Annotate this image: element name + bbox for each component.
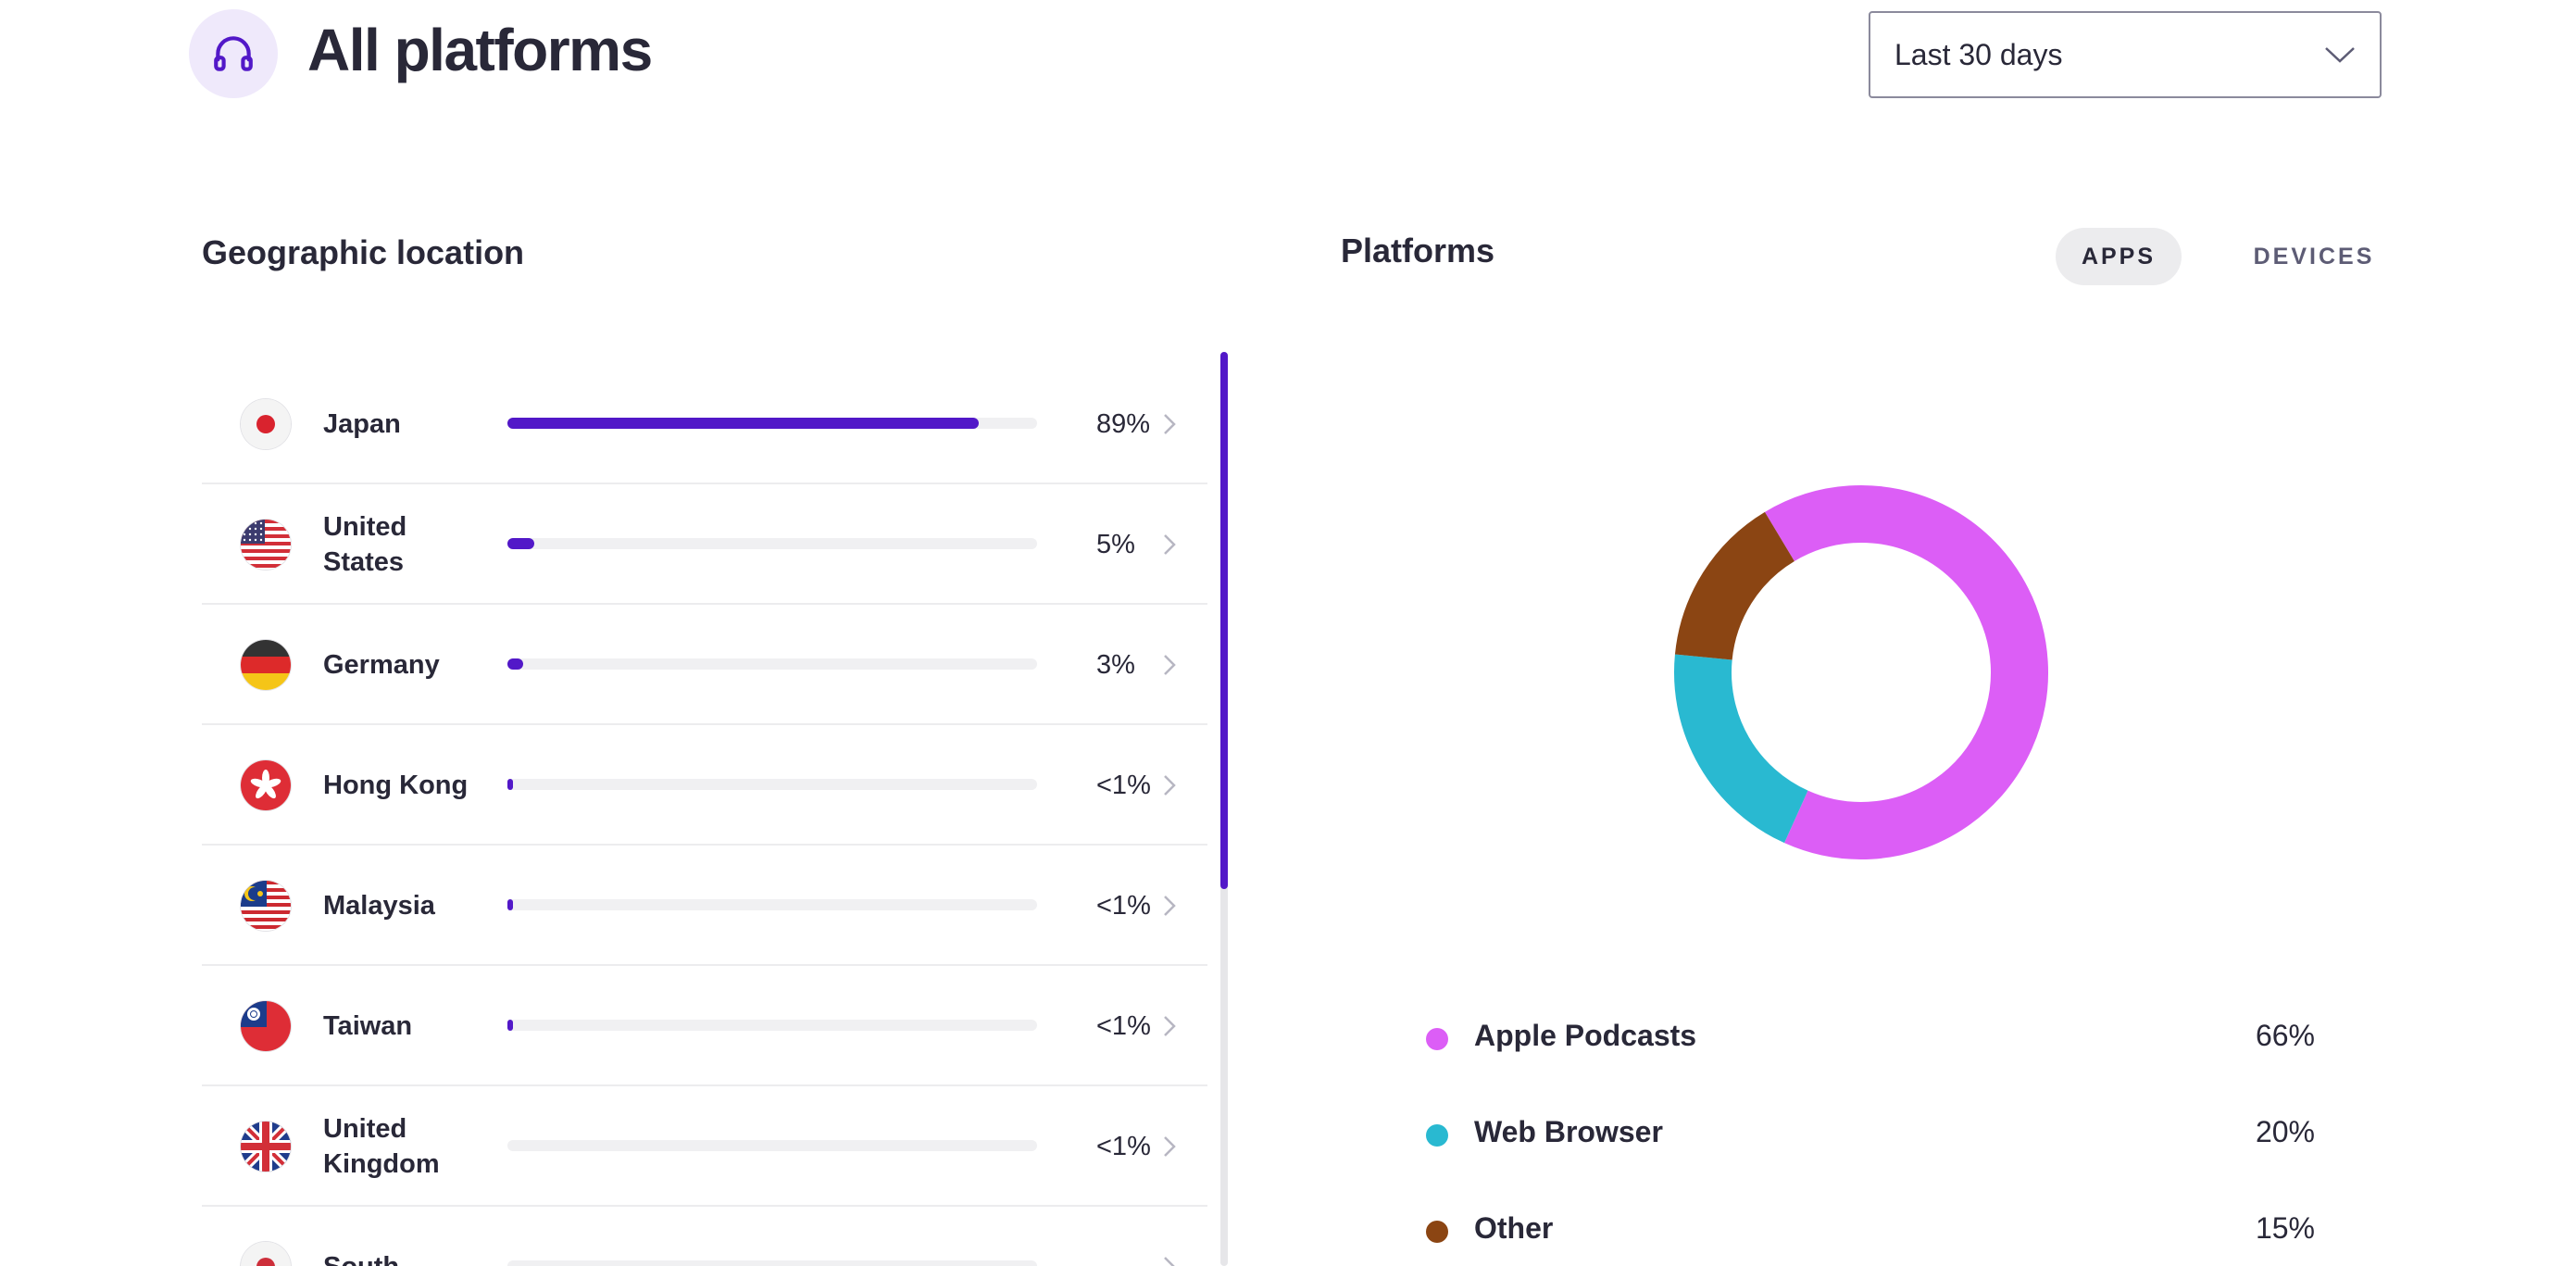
tab-devices[interactable]: DEVICES bbox=[2253, 243, 2375, 269]
donut-slice-apple-podcasts[interactable] bbox=[1765, 485, 2048, 859]
geo-country-name: United Kingdom bbox=[323, 1114, 440, 1179]
chevron-right-icon[interactable] bbox=[1156, 407, 1183, 441]
south-korea-flag-icon bbox=[241, 1242, 291, 1266]
geo-scrollbar-thumb[interactable] bbox=[1220, 352, 1228, 889]
geo-row[interactable]: South bbox=[202, 1207, 1207, 1266]
geo-section-title: Geographic location bbox=[202, 233, 525, 271]
chevron-right-icon[interactable] bbox=[1156, 1250, 1183, 1266]
geo-share-percent: <1% bbox=[1096, 1010, 1151, 1041]
geo-share-bar bbox=[507, 538, 1037, 549]
page-title: All platforms bbox=[307, 17, 653, 83]
uk-flag-icon bbox=[241, 1122, 291, 1172]
geo-country-name: United States bbox=[323, 512, 407, 577]
germany-flag-icon bbox=[241, 640, 291, 690]
legend-platform-percent: 20% bbox=[2255, 1115, 2315, 1148]
geo-country-name: Japan bbox=[323, 409, 401, 439]
geo-list: Japan 89% United States 5% Germany 3% Hong Kon… bbox=[202, 364, 1207, 1266]
chevron-right-icon[interactable] bbox=[1156, 528, 1183, 561]
geo-share-bar bbox=[507, 1260, 1037, 1266]
legend-platform-name: Web Browser bbox=[1474, 1115, 1663, 1148]
geo-country-name: Hong Kong bbox=[323, 771, 469, 800]
geo-share-bar-fill bbox=[507, 1020, 513, 1031]
geo-country-name: South bbox=[323, 1207, 481, 1266]
legend-item: Apple Podcasts 66% bbox=[1426, 1002, 2315, 1098]
geo-row[interactable]: United States 5% bbox=[202, 484, 1207, 605]
geo-share-bar bbox=[507, 779, 1037, 790]
chevron-down-icon bbox=[2325, 47, 2355, 63]
legend-platform-name: Other bbox=[1474, 1211, 1554, 1245]
geo-row[interactable]: Germany 3% bbox=[202, 605, 1207, 725]
headphones-icon bbox=[189, 9, 278, 98]
geo-share-percent: 5% bbox=[1096, 529, 1135, 559]
geo-share-percent: 89% bbox=[1096, 408, 1151, 439]
date-range-value: Last 30 days bbox=[1894, 37, 2063, 71]
geo-row[interactable]: Hong Kong <1% bbox=[202, 725, 1207, 846]
geo-country-name: Malaysia bbox=[323, 891, 435, 921]
donut-slice-web-browser[interactable] bbox=[1674, 654, 1809, 844]
chevron-right-icon[interactable] bbox=[1156, 889, 1183, 922]
geo-share-percent: <1% bbox=[1096, 770, 1151, 800]
geo-country-name: Germany bbox=[323, 650, 440, 680]
geo-row[interactable]: United Kingdom <1% bbox=[202, 1086, 1207, 1207]
platforms-legend: Apple Podcasts 66% Web Browser 20% Other 15% bbox=[1426, 1002, 2315, 1266]
legend-platform-percent: 15% bbox=[2255, 1211, 2315, 1245]
legend-item: Web Browser 20% bbox=[1426, 1098, 2315, 1195]
geo-country-name: Taiwan bbox=[323, 1011, 413, 1041]
geo-share-bar-fill bbox=[507, 538, 534, 549]
geo-share-bar bbox=[507, 658, 1037, 670]
legend-color-dot bbox=[1426, 1221, 1448, 1243]
chevron-right-icon[interactable] bbox=[1156, 1130, 1183, 1163]
geo-share-bar bbox=[507, 1140, 1037, 1151]
chevron-right-icon[interactable] bbox=[1156, 1009, 1183, 1043]
legend-item: Other 15% bbox=[1426, 1195, 2315, 1266]
geo-share-bar bbox=[507, 418, 1037, 429]
geo-share-bar-fill bbox=[507, 899, 513, 910]
us-flag-icon bbox=[241, 520, 291, 570]
hong-kong-flag-icon bbox=[241, 760, 291, 810]
legend-color-dot bbox=[1426, 1124, 1448, 1147]
platforms-section-title: Platforms bbox=[1341, 232, 1495, 269]
geo-share-bar bbox=[507, 899, 1037, 910]
geo-share-percent: 3% bbox=[1096, 649, 1135, 680]
geo-share-percent: <1% bbox=[1096, 1131, 1151, 1161]
geo-share-bar bbox=[507, 1020, 1037, 1031]
malaysia-flag-icon bbox=[241, 881, 291, 931]
japan-flag-icon bbox=[241, 399, 291, 449]
taiwan-flag-icon bbox=[241, 1001, 291, 1051]
geo-row[interactable]: Taiwan <1% bbox=[202, 966, 1207, 1086]
date-range-select[interactable]: Last 30 days bbox=[1869, 11, 2382, 98]
geo-share-bar-fill bbox=[507, 418, 980, 429]
geo-share-bar-fill bbox=[507, 779, 513, 790]
platforms-donut-chart bbox=[1674, 485, 2048, 859]
legend-platform-percent: 66% bbox=[2255, 1019, 2315, 1052]
geo-share-bar-fill bbox=[507, 658, 524, 670]
chevron-right-icon[interactable] bbox=[1156, 769, 1183, 802]
tab-apps[interactable]: APPS bbox=[2056, 228, 2182, 285]
geo-row[interactable]: Malaysia <1% bbox=[202, 846, 1207, 966]
donut-slice-other[interactable] bbox=[1674, 511, 1795, 661]
geo-share-percent: <1% bbox=[1096, 890, 1151, 921]
legend-platform-name: Apple Podcasts bbox=[1474, 1019, 1697, 1052]
geo-row[interactable]: Japan 89% bbox=[202, 364, 1207, 484]
legend-color-dot bbox=[1426, 1028, 1448, 1050]
geo-scrollbar[interactable] bbox=[1220, 352, 1228, 1266]
chevron-right-icon[interactable] bbox=[1156, 648, 1183, 682]
